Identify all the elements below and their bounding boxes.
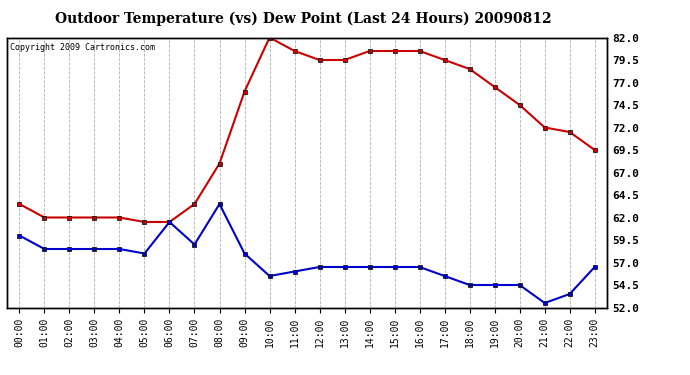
Text: Outdoor Temperature (vs) Dew Point (Last 24 Hours) 20090812: Outdoor Temperature (vs) Dew Point (Last… bbox=[55, 11, 552, 26]
Text: Copyright 2009 Cartronics.com: Copyright 2009 Cartronics.com bbox=[10, 43, 155, 52]
